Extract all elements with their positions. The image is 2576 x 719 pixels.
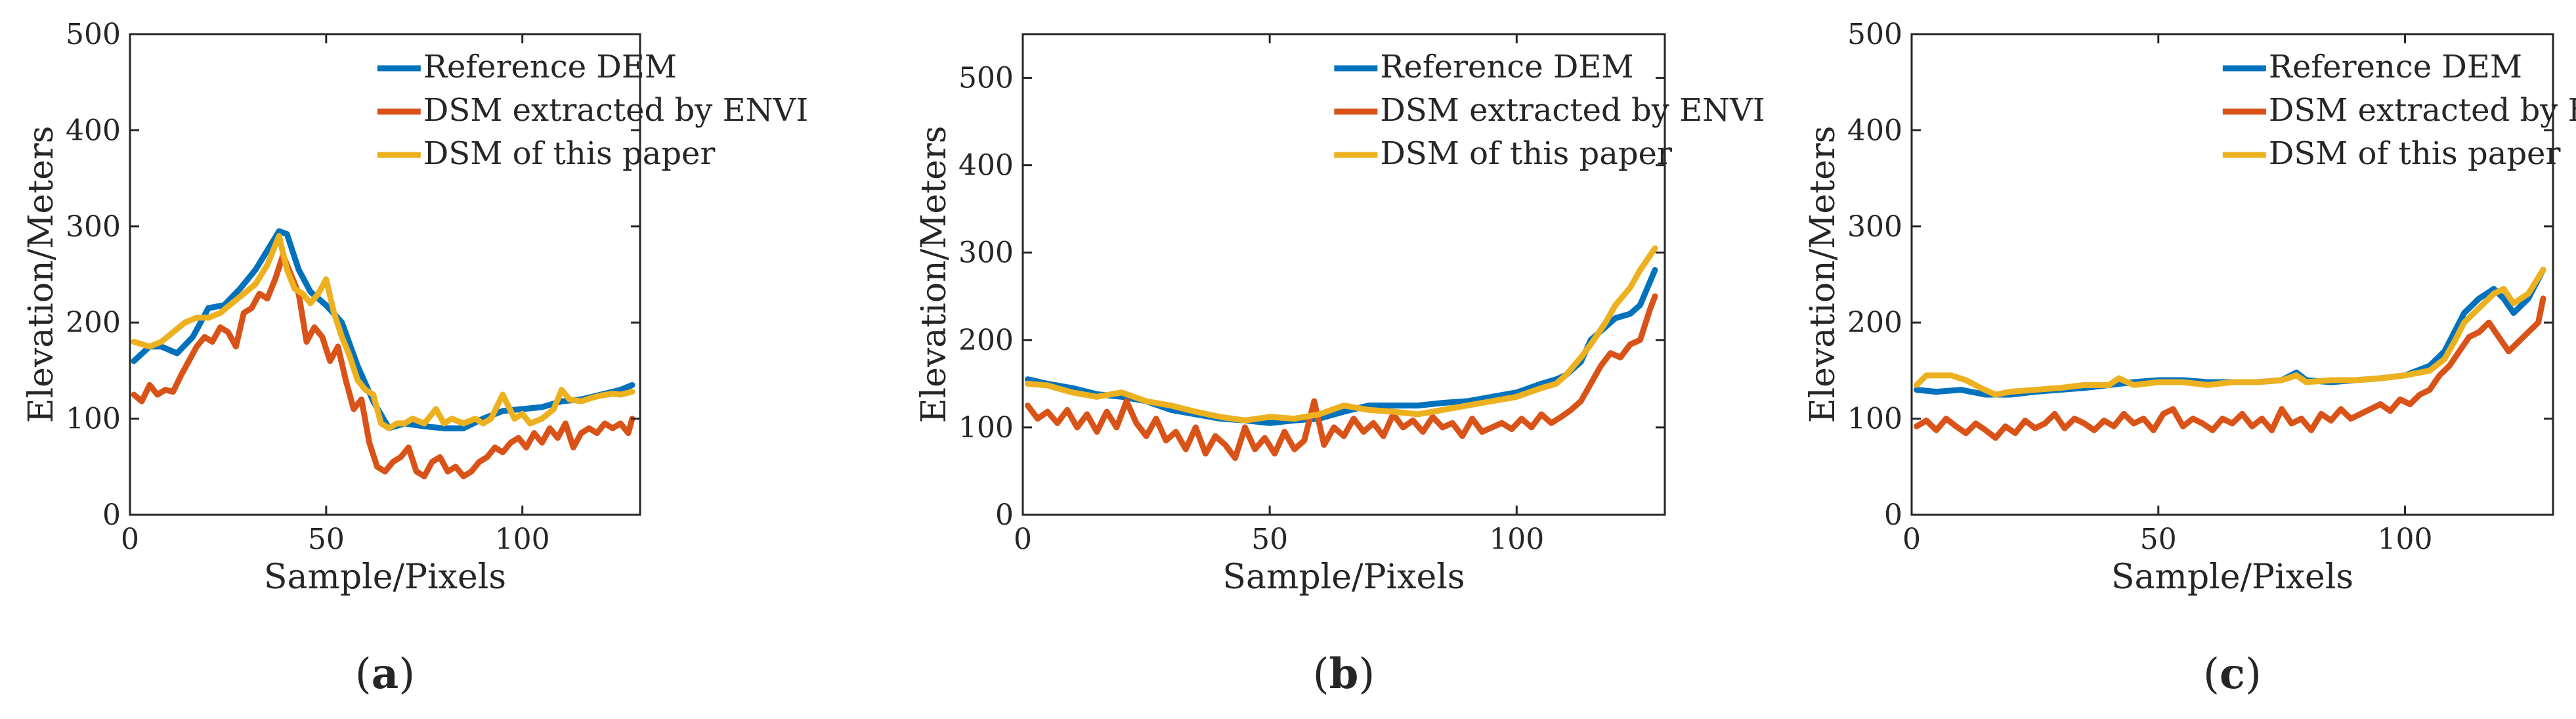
- series-dsm-extracted-by-envi: [131, 252, 635, 479]
- y-tick-label: 100: [66, 403, 121, 436]
- x-axis-title: Sample/Pixels: [264, 557, 506, 597]
- chart-panel-b: 0 50 100 0 100 200 300 400 500 Sample/Pixels Ele…: [914, 33, 1765, 699]
- y-axis-title: Elevation/Meters: [22, 126, 61, 424]
- panel-label-letter: a: [372, 649, 398, 699]
- ticks-layer: 0 50 100 0 100 200 300 400 500: [1847, 18, 2553, 556]
- x-tick-label: 0: [121, 523, 139, 556]
- series-dsm-of-this-paper: [1025, 245, 1658, 424]
- x-axis-title: Sample/Pixels: [2111, 557, 2353, 597]
- series-reference-dem: [1914, 267, 2546, 398]
- legend: Reference DEM DSM extracted by ENVI DSM …: [1334, 49, 1765, 172]
- series-dsm-extracted-by-envi: [1025, 293, 1658, 461]
- chart-panel-c: 0 50 100 0 100 200 300 400 500 Sample/Pixels Ele…: [1803, 18, 2576, 699]
- panel-label-letter: c: [2220, 649, 2245, 699]
- y-tick-label: 0: [102, 498, 121, 532]
- x-axis-title: Sample/Pixels: [1222, 557, 1465, 597]
- y-tick-label: 200: [66, 306, 121, 339]
- plot-frame: [1910, 33, 2554, 516]
- x-tick-label: 50: [308, 523, 345, 556]
- legend-label-dsm-paper: DSM of this paper: [2269, 135, 2561, 172]
- y-tick-label: 300: [958, 236, 1014, 270]
- chart-panel-a: 0 50 100 0 100 200 300 400 500 Sample/Pixels Ele…: [22, 18, 808, 699]
- y-tick-label: 100: [958, 411, 1014, 445]
- y-axis-title: Elevation/Meters: [1803, 126, 1843, 424]
- panel-label-c: (c): [2203, 649, 2262, 699]
- x-tick-label: 50: [1251, 523, 1288, 556]
- y-tick-label: 400: [1847, 114, 1902, 147]
- series-dsm-extracted-by-envi: [1914, 295, 2546, 441]
- y-tick-label: 500: [958, 62, 1014, 95]
- y-tick-label: 200: [958, 324, 1014, 357]
- panel-label-letter: b: [1329, 649, 1359, 699]
- y-tick-label: 0: [1884, 498, 1902, 532]
- ticks-layer: 0 50 100 0 100 200 300 400 500: [958, 34, 1665, 556]
- x-tick-label: 50: [2140, 523, 2177, 556]
- y-tick-label: 200: [1847, 306, 1902, 339]
- legend-label-dsm-envi: DSM extracted by ENVI: [423, 92, 808, 129]
- series-layer: [131, 228, 635, 479]
- x-tick-label: 100: [1489, 523, 1544, 556]
- legend: Reference DEM DSM extracted by ENVI DSM …: [377, 49, 808, 172]
- plot-frame: [1021, 33, 1666, 516]
- y-tick-label: 500: [66, 18, 121, 51]
- x-tick-label: 0: [1014, 523, 1032, 556]
- series-dsm-of-this-paper: [131, 232, 635, 431]
- series-reference-dem: [1025, 267, 1658, 426]
- y-tick-label: 500: [1847, 18, 1902, 51]
- legend-label-dsm-envi: DSM extracted by ENVI: [1380, 92, 1765, 129]
- y-tick-label: 300: [66, 210, 121, 244]
- panel-label-b: (b): [1313, 649, 1375, 699]
- legend-label-reference-dem: Reference DEM: [2269, 49, 2522, 85]
- y-tick-label: 100: [1847, 403, 1902, 436]
- series-dsm-of-this-paper: [1914, 267, 2546, 398]
- x-tick-label: 0: [1902, 523, 1921, 556]
- legend-label-dsm-envi: DSM extracted by ENVI: [2269, 92, 2576, 129]
- y-tick-label: 400: [66, 114, 121, 147]
- legend-label-dsm-paper: DSM of this paper: [423, 135, 716, 172]
- legend-label-reference-dem: Reference DEM: [423, 49, 677, 85]
- x-tick-label: 100: [2378, 523, 2433, 556]
- legend-label-dsm-paper: DSM of this paper: [1380, 135, 1672, 172]
- series-layer: [1025, 245, 1658, 461]
- x-tick-label: 100: [495, 523, 550, 556]
- series-reference-dem: [131, 228, 635, 431]
- y-tick-label: 400: [958, 149, 1014, 183]
- y-axis-title: Elevation/Meters: [914, 126, 954, 424]
- y-tick-label: 300: [1847, 210, 1902, 244]
- legend: Reference DEM DSM extracted by ENVI DSM …: [2222, 49, 2576, 172]
- panel-label-a: (a): [355, 649, 415, 699]
- legend-label-reference-dem: Reference DEM: [1380, 49, 1633, 85]
- series-layer: [1914, 267, 2546, 441]
- ticks-layer: 0 50 100 0 100 200 300 400 500: [66, 18, 640, 556]
- y-tick-label: 0: [995, 498, 1014, 532]
- plot-frame: [129, 33, 641, 516]
